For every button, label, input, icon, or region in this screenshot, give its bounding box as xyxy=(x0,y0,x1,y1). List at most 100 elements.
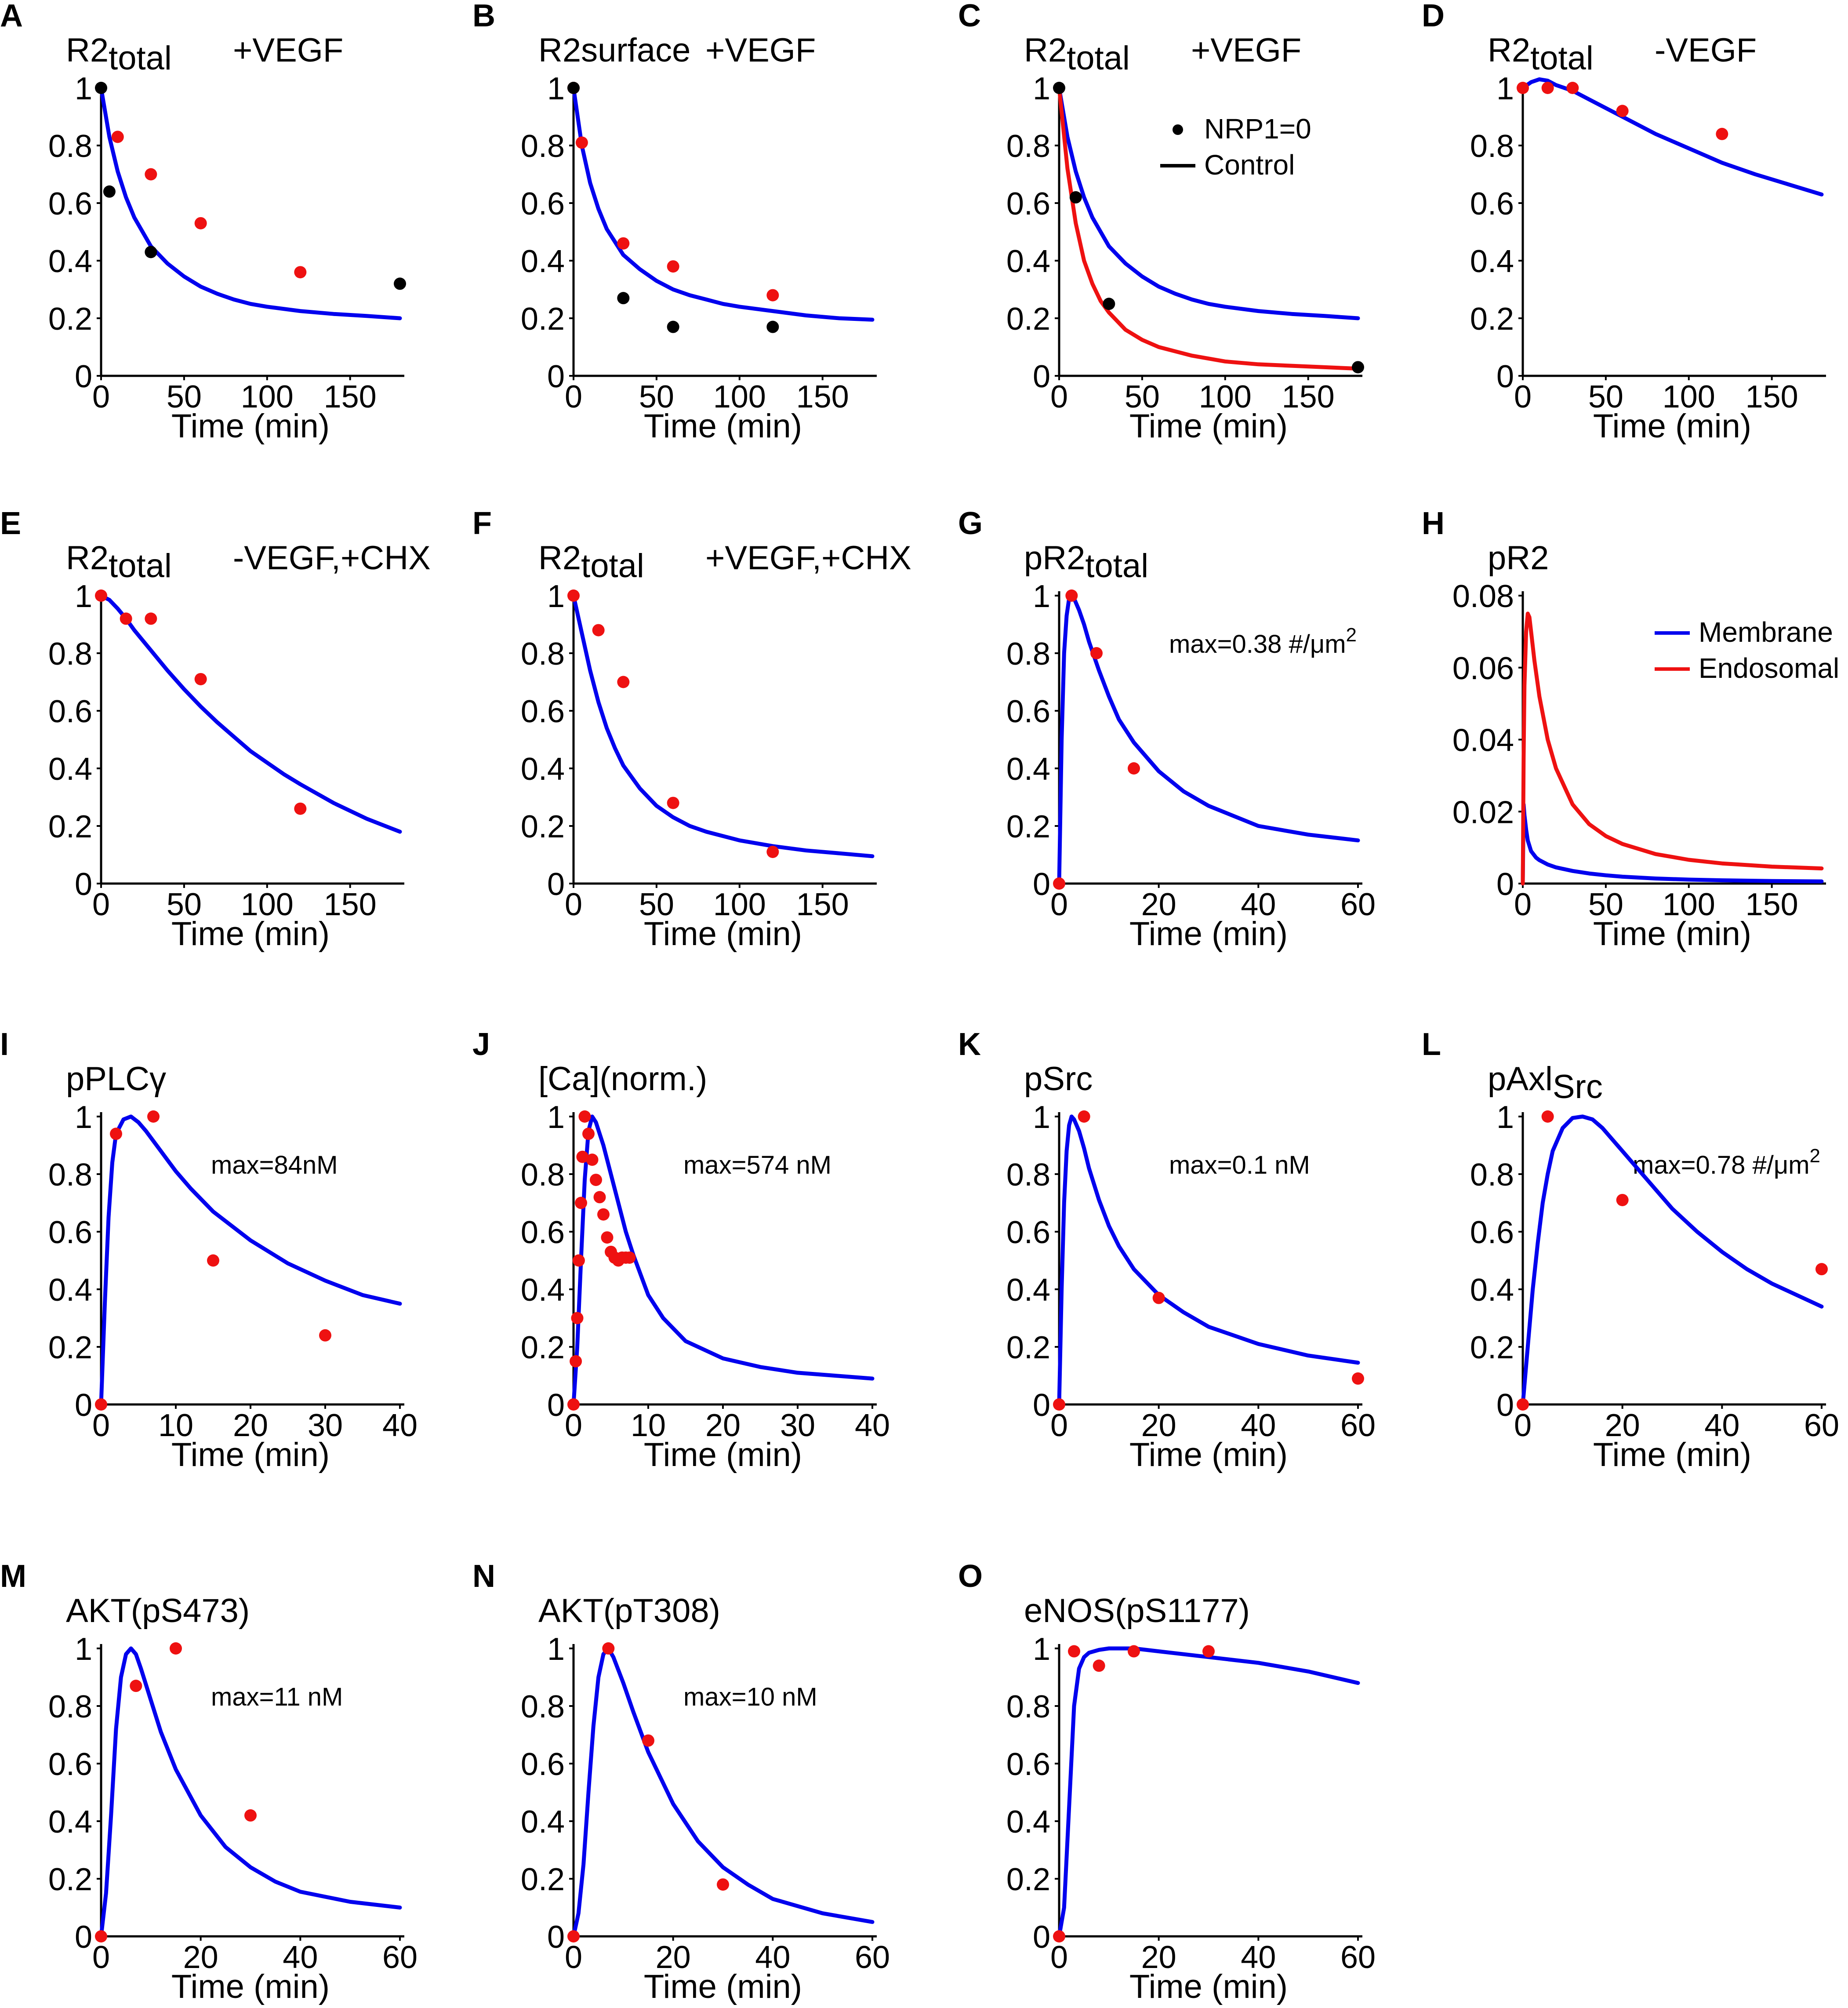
y-tick-label: 0.2 xyxy=(521,302,565,337)
x-tick-label: 40 xyxy=(1241,1408,1276,1443)
y-tick-label: 1 xyxy=(75,1100,92,1135)
y-tick-label: 0.4 xyxy=(521,1273,565,1308)
y-tick-label: 0 xyxy=(75,867,92,902)
y-tick-label: 0 xyxy=(547,359,565,394)
data-point-data xyxy=(1053,877,1065,890)
annotation-main: +VEGF xyxy=(1191,32,1301,69)
y-tick-label: 0 xyxy=(1496,359,1514,394)
data-point-data xyxy=(567,1398,580,1411)
y-tick-label: 1 xyxy=(547,1100,565,1135)
y-tick-label: 1 xyxy=(547,1632,565,1667)
x-tick-label: 100 xyxy=(1663,379,1715,415)
x-tick-label: 0 xyxy=(565,1408,582,1443)
data-point-data xyxy=(575,1197,587,1209)
y-tick-label: 0.2 xyxy=(1006,809,1050,844)
y-tick-label: 0.8 xyxy=(1006,129,1050,164)
x-tick-label: 100 xyxy=(241,379,294,415)
y-tick-label: 0.4 xyxy=(1470,244,1514,279)
data-point-data xyxy=(1352,1372,1364,1385)
y-tick-label: 1 xyxy=(1033,1100,1050,1135)
series-line-model xyxy=(1057,1646,1360,1939)
x-axis-label: Time (min) xyxy=(644,407,802,445)
y-tick-label: 0 xyxy=(75,359,92,394)
x-tick-label: 0 xyxy=(1514,379,1532,415)
x-tick-label: 0 xyxy=(92,1408,110,1443)
y-tick-label: 0.2 xyxy=(1470,1330,1514,1365)
x-axis-label: Time (min) xyxy=(644,915,802,953)
data-point-data xyxy=(294,802,307,815)
series-line-model xyxy=(571,1114,875,1407)
panel-letter: C xyxy=(958,0,981,33)
data-point-data xyxy=(1541,1110,1554,1123)
plot-title: eNOS(pS1177) xyxy=(1024,1592,1250,1630)
y-tick-label: 0 xyxy=(1496,1388,1514,1423)
y-tick-label: 0.2 xyxy=(1006,302,1050,337)
y-tick-label: 0.8 xyxy=(48,637,92,672)
plot-title-main: R2 xyxy=(66,32,109,69)
annotation: max=11 nM xyxy=(211,1683,343,1711)
y-tick-label: 0.8 xyxy=(48,1157,92,1193)
legend-label: Control xyxy=(1204,149,1295,181)
x-tick-label: 50 xyxy=(1588,379,1623,415)
x-tick-label: 60 xyxy=(1340,887,1376,922)
x-tick-label: 60 xyxy=(382,1940,418,1975)
y-tick-label: 0.2 xyxy=(1470,302,1514,337)
data-point-data xyxy=(586,1153,599,1166)
x-tick-label: 20 xyxy=(1141,1940,1176,1975)
x-tick-label: 0 xyxy=(1514,1408,1532,1443)
y-tick-label: 0 xyxy=(75,1388,92,1423)
y-tick-label: 0.4 xyxy=(1006,752,1050,787)
x-tick-label: 20 xyxy=(233,1408,268,1443)
panel-letter: B xyxy=(472,0,495,33)
y-tick-label: 0.6 xyxy=(48,694,92,729)
plot-title: AKT(pS473) xyxy=(66,1592,250,1630)
series-line-model xyxy=(1057,1114,1360,1407)
panel-M: M AKT(pS473) max=11 nM 0 0.2 0.4 0.6 0.8 1 0 20 40 6… xyxy=(0,1559,418,2005)
plot-title-main: pR2 xyxy=(1024,539,1085,577)
annotation: +VEGF,+CHX xyxy=(705,539,911,577)
plot-title-sub: total xyxy=(1530,40,1594,77)
y-tick-label: 0.6 xyxy=(1470,1215,1514,1250)
x-axis-label: Time (min) xyxy=(1593,1436,1751,1473)
plot-title: pR2total xyxy=(1024,539,1148,585)
y-tick-label: 0.4 xyxy=(521,752,565,787)
data-point-data xyxy=(1566,82,1579,94)
x-tick-label: 0 xyxy=(1050,1408,1068,1443)
annotation-main: max=0.78 #/μm xyxy=(1633,1151,1810,1179)
panel-letter: I xyxy=(0,1027,9,1062)
y-tick-label: 0.8 xyxy=(1006,637,1050,672)
y-tick-label: 0 xyxy=(547,1920,565,1955)
y-tick-label: 0.2 xyxy=(521,1862,565,1897)
plot-title: R2total xyxy=(66,539,172,585)
plot-title-main: pAxl xyxy=(1488,1060,1553,1098)
plot-title-main: AKT(pS473) xyxy=(66,1592,250,1630)
x-tick-label: 30 xyxy=(780,1408,815,1443)
y-tick-label: 1 xyxy=(75,579,92,614)
annotation-main: max=10 nM xyxy=(683,1683,817,1711)
x-tick-label: 100 xyxy=(1663,887,1715,922)
series-line-nrp1-model xyxy=(1057,86,1360,371)
data-point-data xyxy=(95,1930,107,1943)
y-tick-label: 0.8 xyxy=(1470,1157,1514,1193)
x-axis-label: Time (min) xyxy=(171,915,330,953)
x-axis-label: Time (min) xyxy=(1593,407,1751,445)
panel-letter: G xyxy=(958,506,983,541)
x-axis-label: Time (min) xyxy=(171,1436,330,1473)
data-point-data xyxy=(571,1312,584,1324)
y-tick-label: 0 xyxy=(547,867,565,902)
data-point-data xyxy=(766,845,779,858)
data-point-data xyxy=(575,136,588,149)
y-tick-label: 1 xyxy=(547,579,565,614)
legend-marker-dot xyxy=(1173,124,1183,135)
data-point-data xyxy=(1128,1645,1140,1658)
panel-D: D R2total -VEGF 0 0.2 0.4 0.6 0.8 1 0 50 100 150Time… xyxy=(1422,0,1826,445)
plot-title-sub: total xyxy=(1085,547,1148,585)
annotation: max=574 nM xyxy=(683,1151,831,1179)
plot-title-sub: Src xyxy=(1553,1068,1603,1106)
y-tick-label: 0.4 xyxy=(1470,1273,1514,1308)
data-point-data xyxy=(1053,1930,1065,1943)
y-tick-label: 0.4 xyxy=(521,244,565,279)
plot-title-sub: total xyxy=(581,547,644,585)
